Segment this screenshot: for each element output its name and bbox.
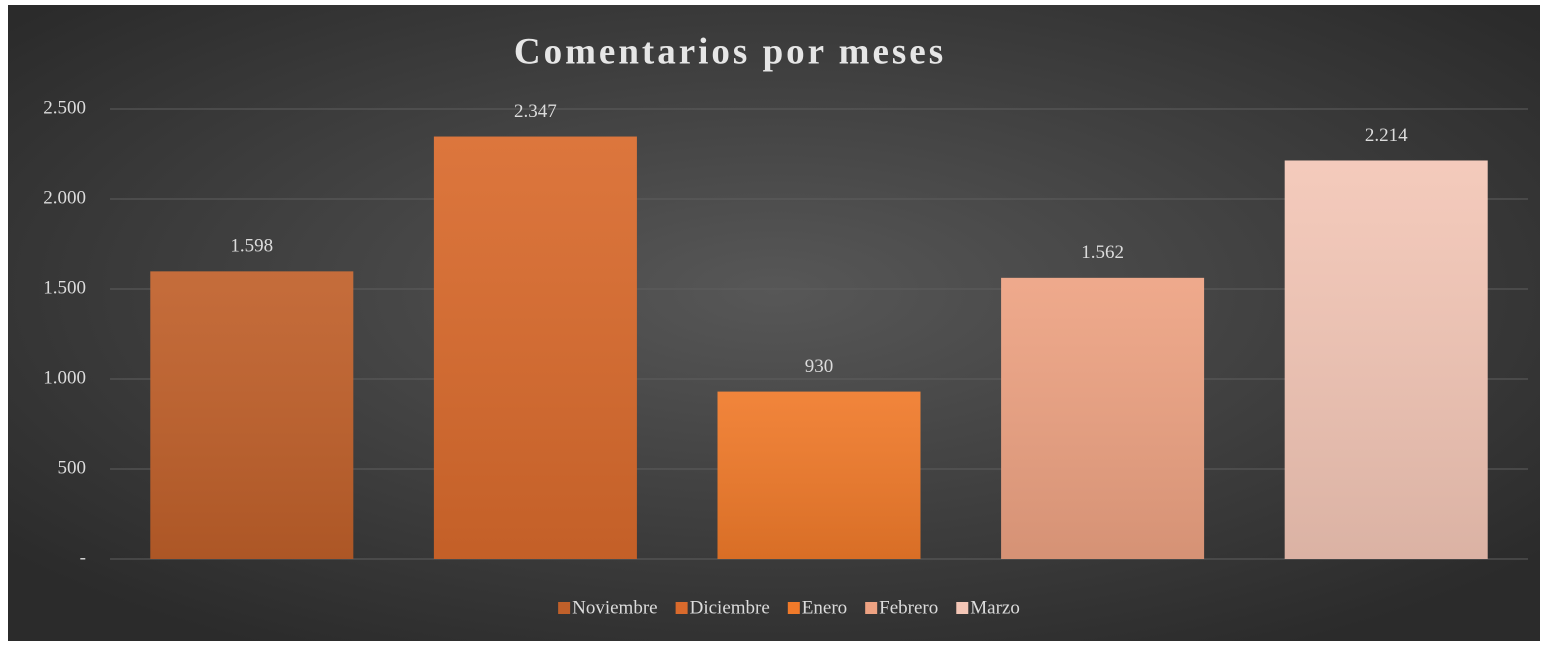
legend-swatch — [675, 602, 688, 614]
legend-swatch — [865, 602, 878, 614]
y-tick-label: 2.500 — [43, 97, 86, 118]
data-label: 2.214 — [1365, 125, 1408, 146]
chart-title: Comentarios por meses — [514, 31, 946, 72]
y-tick-label: 2.000 — [43, 187, 86, 208]
bar — [1284, 160, 1488, 560]
legend-swatch — [956, 602, 969, 614]
legend-label: Noviembre — [572, 597, 657, 618]
legend-label: Diciembre — [690, 597, 770, 618]
bar — [717, 391, 921, 559]
data-label: 1.562 — [1081, 242, 1124, 263]
data-label: 930 — [805, 356, 834, 377]
legend-label: Marzo — [970, 597, 1020, 618]
legend-label: Febrero — [879, 597, 938, 618]
y-tick-label: 500 — [58, 457, 87, 478]
bar — [150, 271, 354, 559]
y-tick-label: 1.000 — [43, 367, 86, 388]
y-tick-label: - — [80, 547, 86, 568]
legend-label: Enero — [802, 597, 847, 618]
data-label: 2.347 — [514, 101, 557, 122]
legend-swatch — [558, 602, 571, 614]
bar — [1001, 277, 1205, 559]
legend-swatch — [787, 602, 800, 614]
y-tick-label: 1.500 — [43, 277, 86, 298]
bar — [433, 136, 637, 560]
data-label: 1.598 — [230, 236, 273, 257]
